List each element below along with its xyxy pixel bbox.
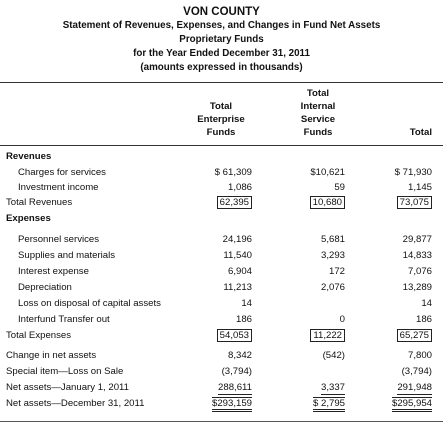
- units-note: (amounts expressed in thousands): [140, 62, 303, 73]
- row-label: Net assets—January 1, 2011: [6, 382, 130, 393]
- enterprise-value: $293,159: [211, 397, 252, 412]
- enterprise-value: 24,196: [222, 234, 252, 245]
- row-interfund-transfer-out: Interfund Transfer out 186 0 186: [0, 312, 443, 327]
- column-header-total: Total: [370, 126, 432, 139]
- row-depreciation: Depreciation 11,213 2,076 13,289: [0, 280, 443, 295]
- row-label: Depreciation: [18, 282, 72, 293]
- row-label: Interest expense: [18, 266, 89, 277]
- total-value: 1,145: [407, 182, 432, 193]
- section-label: Revenues: [6, 151, 52, 162]
- column-header-enterprise: Total Enterprise Funds: [190, 100, 252, 139]
- section-revenues: Revenues: [0, 149, 443, 164]
- enterprise-value: 11,540: [223, 250, 252, 261]
- total-value: 65,275: [396, 329, 432, 342]
- internal-value: $ 2,795: [312, 397, 345, 412]
- header-rule: [0, 82, 443, 83]
- column-header-rule: [0, 145, 443, 146]
- enterprise-value: $ 61,309: [214, 167, 252, 178]
- enterprise-value: 8,342: [227, 350, 252, 361]
- internal-value: 3,337: [320, 382, 345, 395]
- total-value: 7,076: [407, 266, 432, 277]
- enterprise-value: 11,213: [223, 282, 252, 293]
- total-value: $295,954: [391, 397, 432, 412]
- row-label: Total Revenues: [6, 197, 73, 208]
- internal-value: 0: [339, 314, 345, 325]
- entity-name: VON COUNTY: [183, 6, 260, 18]
- col-enterprise-line1: Total: [209, 101, 233, 112]
- fund-type: Proprietary Funds: [179, 34, 264, 45]
- period: for the Year Ended December 31, 2011: [133, 48, 310, 59]
- enterprise-value: 186: [235, 314, 252, 325]
- internal-value: 3,293: [320, 250, 345, 261]
- statement-header: VON COUNTY Statement of Revenues, Expens…: [0, 5, 443, 75]
- row-label: Personnel services: [18, 234, 100, 245]
- col-internal-line2: Internal: [300, 101, 336, 112]
- total-value: 73,075: [396, 196, 432, 209]
- row-investment-income: Investment income 1,086 59 1,145: [0, 180, 443, 195]
- total-value: 291,948: [397, 382, 432, 395]
- enterprise-value: 62,395: [216, 196, 252, 209]
- row-total-expenses: Total Expenses 54,053 11,222 65,275: [0, 328, 443, 343]
- col-enterprise-line2: Enterprise: [197, 114, 245, 125]
- enterprise-value: 1,086: [227, 182, 252, 193]
- internal-value: 5,681: [320, 234, 345, 245]
- row-label: Change in net assets: [6, 350, 97, 361]
- internal-value: 2,076: [320, 282, 345, 293]
- row-loss-on-disposal: Loss on disposal of capital assets 14 14: [0, 296, 443, 311]
- row-interest-expense: Interest expense 6,904 172 7,076: [0, 264, 443, 279]
- internal-value: 10,680: [309, 196, 345, 209]
- internal-value: 11,222: [310, 329, 345, 342]
- enterprise-value: 54,053: [216, 329, 252, 342]
- col-total-line1: Total: [409, 127, 432, 138]
- row-label: Interfund Transfer out: [18, 314, 110, 325]
- total-value: 186: [415, 314, 432, 325]
- total-value: 7,800: [407, 350, 432, 361]
- row-special-item: Special item—Loss on Sale (3,794) (3,794…: [0, 364, 443, 379]
- section-expenses: Expenses: [0, 211, 443, 226]
- enterprise-value: 14: [241, 298, 252, 309]
- row-total-revenues: Total Revenues 62,395 10,680 73,075: [0, 195, 443, 210]
- row-label: Investment income: [18, 182, 99, 193]
- bottom-rule: [0, 421, 443, 422]
- row-label: Total Expenses: [6, 330, 72, 341]
- section-label: Expenses: [6, 213, 51, 224]
- internal-value: (542): [322, 350, 345, 361]
- total-value: 14: [421, 298, 432, 309]
- row-supplies-and-materials: Supplies and materials 11,540 3,293 14,8…: [0, 248, 443, 263]
- row-change-in-net-assets: Change in net assets 8,342 (542) 7,800: [0, 348, 443, 363]
- col-internal-line3: Service: [300, 114, 336, 125]
- row-charges-for-services: Charges for services $ 61,309 $10,621 $ …: [0, 165, 443, 180]
- statement-title: Statement of Revenues, Expenses, and Cha…: [62, 20, 381, 31]
- total-value: 13,289: [402, 282, 432, 293]
- row-net-assets-ending: Net assets—December 31, 2011 $293,159 $ …: [0, 396, 443, 412]
- row-label: Net assets—December 31, 2011: [6, 398, 145, 409]
- col-internal-line1: Total: [306, 88, 330, 99]
- row-label: Supplies and materials: [18, 250, 116, 261]
- col-internal-line4: Funds: [303, 127, 333, 138]
- internal-value: $10,621: [310, 167, 345, 178]
- enterprise-value: (3,794): [221, 366, 252, 377]
- internal-value: 59: [334, 182, 345, 193]
- row-label: Charges for services: [18, 167, 106, 178]
- total-value: $ 71,930: [394, 167, 432, 178]
- total-value: 29,877: [402, 234, 432, 245]
- enterprise-value: 288,611: [218, 382, 252, 395]
- column-header-internal: Total Internal Service Funds: [287, 87, 349, 139]
- row-personnel-services: Personnel services 24,196 5,681 29,877: [0, 232, 443, 247]
- total-value: 14,833: [402, 250, 432, 261]
- enterprise-value: 6,904: [227, 266, 252, 277]
- row-label: Special item—Loss on Sale: [6, 366, 124, 377]
- internal-value: 172: [328, 266, 345, 277]
- row-net-assets-beginning: Net assets—January 1, 2011 288,611 3,337…: [0, 380, 443, 395]
- col-enterprise-line3: Funds: [206, 127, 236, 138]
- total-value: (3,794): [401, 366, 432, 377]
- row-label: Loss on disposal of capital assets: [18, 298, 161, 309]
